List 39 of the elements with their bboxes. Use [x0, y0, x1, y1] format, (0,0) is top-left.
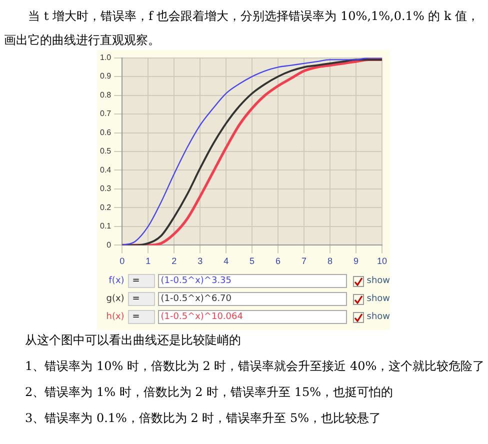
text-field: (1-0.5^x)^3.35	[158, 274, 347, 288]
x-tick-label: 6	[276, 256, 281, 266]
y-tick-label: 0.1	[100, 222, 112, 231]
y-tick-label: 0.4	[100, 165, 112, 174]
text: g(x)	[105, 294, 124, 304]
text: show	[366, 276, 390, 286]
y-tick-label: 1.0	[100, 53, 112, 62]
text: h(x)	[105, 312, 124, 322]
dropdown-field: =	[128, 292, 155, 306]
x-tick-label: 1	[146, 256, 151, 266]
x-tick-label: 8	[328, 256, 333, 266]
dropdown-field: =	[128, 310, 155, 324]
text: 1、错误率为 10% 时，倍数比为 2 时，错误率就会升至接近 40%，这个就比较危险了	[25, 358, 485, 374]
text-field: (1-0.5^x)^6.70	[158, 292, 347, 306]
x-tick-label: 3	[198, 256, 203, 266]
y-tick-label: 0.3	[100, 184, 112, 194]
text-field: (1-0.5^x)^10.064	[158, 310, 347, 324]
x-tick-label: 10	[376, 256, 387, 266]
dropdown-field: =	[128, 274, 155, 288]
x-tick-label: 2	[172, 256, 177, 266]
y-tick-label: 0.7	[100, 109, 112, 118]
x-tick-label: 9	[354, 256, 359, 266]
text: 3、错误率为 0.1%，倍数比为 2 时，错误率升至 5%，也比较悬了	[25, 410, 382, 426]
x-tick-label: 7	[302, 256, 307, 266]
text: f(x)	[108, 276, 124, 286]
text: 2、错误率为 1% 时，倍数比为 2 时，错误率升至 15%，也挺可怕的	[25, 384, 394, 400]
x-tick-label: 0	[120, 256, 125, 266]
y-tick-label: 0.6	[100, 128, 112, 137]
text: 从这个图中可以看出曲线还是比较陡峭的	[25, 332, 242, 348]
text: show	[366, 312, 390, 322]
text: show	[366, 294, 390, 304]
chart-title: 当 t 增大时，错误率，f 也会跟着增大，分别选择错误率为 10%,1%,0.1% 的 k 值，画出它的曲线进行直观观察。	[4, 8, 480, 49]
y-tick-label: 0.2	[100, 202, 112, 212]
y-tick-label: 0	[106, 240, 112, 250]
x-tick-label: 4	[224, 256, 229, 266]
y-tick-label: 0.8	[100, 90, 112, 100]
x-tick-label: 5	[250, 256, 255, 266]
y-tick-label: 0.9	[100, 72, 112, 81]
y-tick-label: 0.5	[100, 146, 112, 156]
